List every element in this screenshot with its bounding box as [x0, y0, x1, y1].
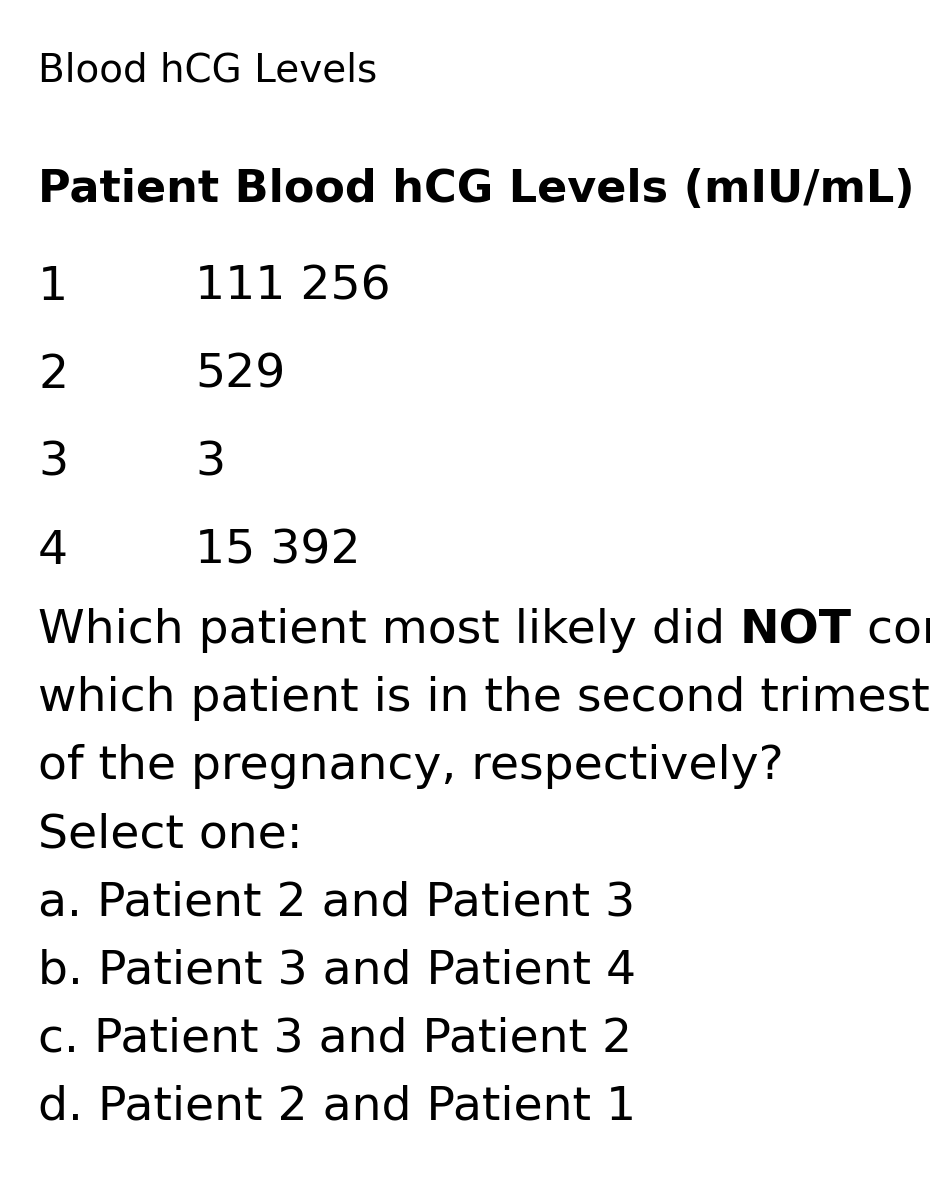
Text: 111 256: 111 256 — [195, 265, 391, 310]
Text: Patient Blood hCG Levels (mIU/mL): Patient Blood hCG Levels (mIU/mL) — [38, 168, 914, 211]
Text: d. Patient 2 and Patient 1: d. Patient 2 and Patient 1 — [38, 1084, 636, 1129]
Text: Which patient most likely did: Which patient most likely did — [38, 608, 740, 653]
Text: b. Patient 3 and Patient 4: b. Patient 3 and Patient 4 — [38, 948, 636, 994]
Text: c. Patient 3 and Patient 2: c. Patient 3 and Patient 2 — [38, 1016, 632, 1061]
Text: of the pregnancy, respectively?: of the pregnancy, respectively? — [38, 744, 784, 790]
Text: Blood hCG Levels: Blood hCG Levels — [38, 52, 378, 90]
Text: which patient is in the second trimester: which patient is in the second trimester — [38, 676, 930, 721]
Text: conceive during the last cycle and: conceive during the last cycle and — [852, 608, 930, 653]
Text: 3: 3 — [38, 440, 68, 486]
Text: Select one:: Select one: — [38, 812, 302, 857]
Text: a. Patient 2 and Patient 3: a. Patient 2 and Patient 3 — [38, 880, 635, 925]
Text: 3: 3 — [195, 440, 225, 486]
Text: 529: 529 — [195, 353, 286, 398]
Text: NOT: NOT — [740, 608, 852, 653]
Text: 2: 2 — [38, 353, 68, 398]
Text: 1: 1 — [38, 265, 68, 310]
Text: 15 392: 15 392 — [195, 529, 361, 574]
Text: 4: 4 — [38, 529, 68, 574]
